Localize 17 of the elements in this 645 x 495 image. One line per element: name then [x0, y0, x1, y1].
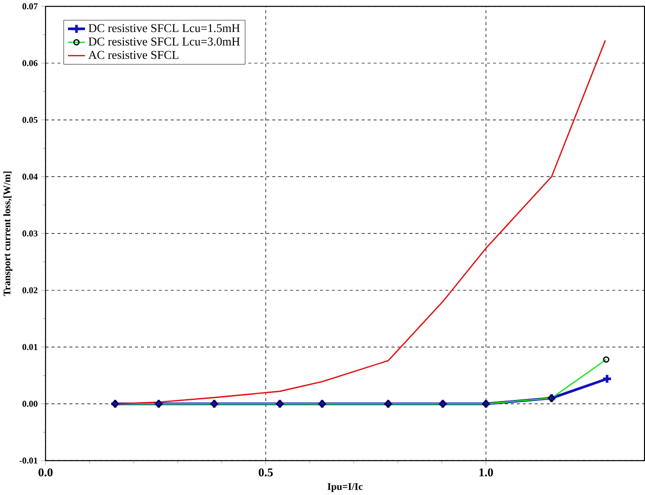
x-tick-label: 0.5: [258, 468, 273, 476]
y-tick-label: 0.03: [22, 230, 38, 236]
x-tick-label: 0.0: [38, 468, 53, 476]
legend-label: DC resistive SFCL Lcu=3.0mH: [88, 37, 240, 46]
x-tick-label: 1.0: [479, 468, 493, 476]
x-axis-title: Ipu=I/Ic: [328, 483, 363, 492]
y-tick-label: 0.07: [22, 3, 38, 10]
legend-label: DC resistive SFCL Lcu=1.5mH: [88, 24, 240, 32]
y-tick-label: 0.05: [22, 116, 38, 123]
y-tick-label: 0.00: [22, 400, 38, 407]
y-tick-label: 0.06: [22, 60, 38, 66]
y-tick-label: 0.02: [22, 287, 38, 294]
y-tick-label: 0.04: [22, 174, 38, 180]
y-axis-title: Transport current loss,[W/m]: [3, 171, 12, 296]
legend-label: AC resistive SFCL: [88, 50, 178, 59]
y-tick-label: -0.01: [19, 457, 38, 464]
y-tick-label: 0.01: [22, 344, 38, 350]
